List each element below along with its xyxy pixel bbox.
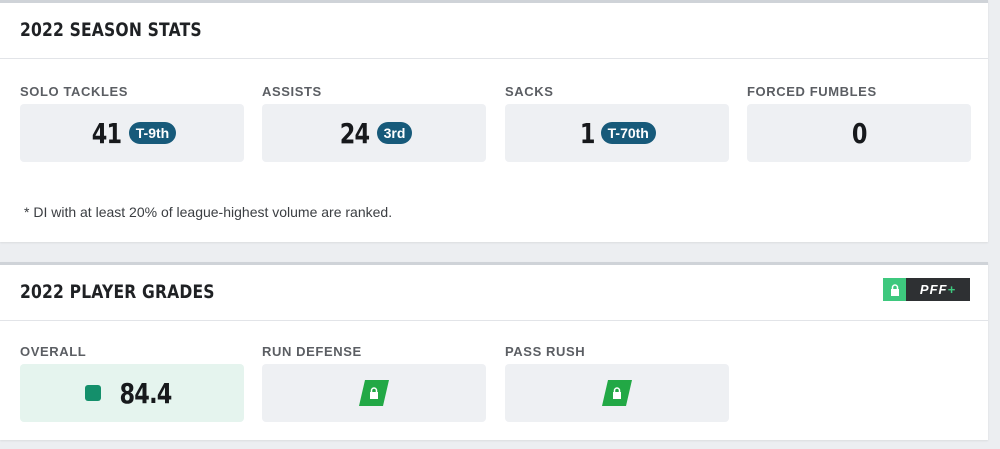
card-title: 2022 PLAYER GRADES bbox=[20, 281, 215, 303]
grade-value: 84.4 bbox=[119, 376, 173, 410]
grade-color-indicator bbox=[85, 385, 102, 401]
grade-overall: OVERALL 84.4 bbox=[20, 344, 244, 422]
card-header: 2022 PLAYER GRADES PFF + bbox=[0, 265, 988, 321]
stat-value: 24 bbox=[339, 116, 369, 150]
stat-assists: ASSISTS 24 3rd bbox=[262, 84, 486, 162]
footnote: * DI with at least 20% of league-highest… bbox=[24, 204, 393, 220]
grade-label: RUN DEFENSE bbox=[262, 344, 362, 359]
stat-label: FORCED FUMBLES bbox=[747, 84, 877, 99]
lock-icon[interactable] bbox=[602, 380, 632, 406]
lock-icon bbox=[883, 278, 906, 301]
stat-value: 1 bbox=[579, 116, 596, 150]
grade-run-defense: RUN DEFENSE bbox=[262, 344, 486, 422]
lock-icon[interactable] bbox=[359, 380, 389, 406]
stat-value: 41 bbox=[91, 116, 122, 150]
stat-label: ASSISTS bbox=[262, 84, 322, 99]
stat-forced-fumbles: FORCED FUMBLES 0 bbox=[747, 84, 971, 162]
stat-label: SACKS bbox=[505, 84, 554, 99]
stat-solo-tackles: SOLO TACKLES 41 T-9th bbox=[20, 84, 244, 162]
rank-badge: T-70th bbox=[600, 122, 656, 144]
card-title: 2022 SEASON STATS bbox=[20, 19, 202, 41]
pff-logo: PFF + bbox=[906, 278, 970, 301]
rank-badge: T-9th bbox=[128, 122, 177, 144]
stat-sacks: SACKS 1 T-70th bbox=[505, 84, 729, 162]
season-stats-card: 2022 SEASON STATS SOLO TACKLES 41 T-9th A… bbox=[0, 0, 988, 242]
player-grades-card: 2022 PLAYER GRADES PFF + OVERALL 84.4 RUN… bbox=[0, 262, 988, 440]
card-header: 2022 SEASON STATS bbox=[0, 3, 988, 59]
grade-label: OVERALL bbox=[20, 344, 87, 359]
pff-plus-badge[interactable]: PFF + bbox=[883, 278, 970, 301]
stat-value: 0 bbox=[851, 116, 868, 150]
grade-label: PASS RUSH bbox=[505, 344, 586, 359]
rank-badge: 3rd bbox=[376, 122, 413, 144]
stat-label: SOLO TACKLES bbox=[20, 84, 129, 99]
grade-pass-rush: PASS RUSH bbox=[505, 344, 729, 422]
